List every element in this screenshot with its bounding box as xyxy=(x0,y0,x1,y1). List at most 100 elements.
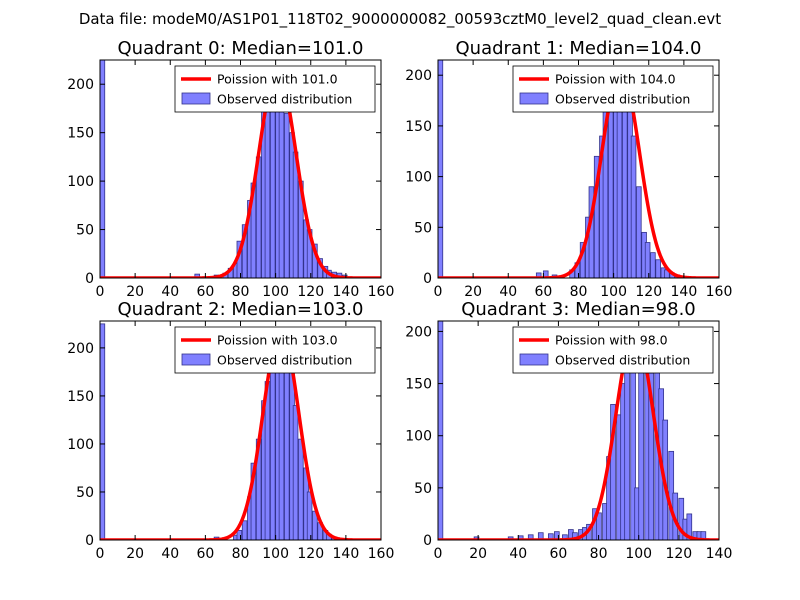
x-tick-label: 120 xyxy=(665,546,692,562)
x-tick-label: 0 xyxy=(434,284,443,300)
x-tick-label: 120 xyxy=(297,284,324,300)
x-tick-label: 140 xyxy=(333,284,360,300)
plot-area xyxy=(100,60,381,278)
subplot-title: Quadrant 1: Median=104.0 xyxy=(456,38,702,59)
x-tick-label: 20 xyxy=(469,546,487,562)
poisson-curve xyxy=(438,329,719,540)
y-tick-label: 50 xyxy=(414,481,432,497)
histogram-bar xyxy=(241,224,248,278)
histogram-bar xyxy=(593,155,600,278)
legend-label-observed: Observed distribution xyxy=(555,92,690,107)
x-tick-label: 20 xyxy=(464,284,482,300)
quadrant-0-subplot: 0 20 40 60 80 100 120 140 160 0 50 100 150 200 Quadran… xyxy=(67,38,394,300)
x-tick-label: 60 xyxy=(196,546,214,562)
legend: Poission with 104.0 Observed distribution xyxy=(512,65,714,113)
y-tick-label: 150 xyxy=(67,126,94,142)
histogram-bar xyxy=(269,357,276,540)
x-tick-label: 80 xyxy=(232,546,250,562)
legend-bar-swatch xyxy=(519,353,549,366)
subplot-title: Quadrant 2: Median=103.0 xyxy=(118,299,364,320)
legend-label-poisson: Poission with 98.0 xyxy=(555,333,668,348)
x-tick-label: 160 xyxy=(368,546,395,562)
histogram-bar xyxy=(284,112,290,278)
x-tick-label: 120 xyxy=(635,284,662,300)
axes-frame xyxy=(437,320,720,541)
figure-suptitle: Data file: modeM0/AS1P01_118T02_90000000… xyxy=(79,10,721,29)
histogram-bar xyxy=(650,252,656,278)
legend-bar-swatch xyxy=(181,92,211,105)
histogram-bar xyxy=(644,242,651,278)
x-tick-label: 60 xyxy=(196,284,214,300)
y-tick-label: 50 xyxy=(414,220,432,236)
histogram-bar xyxy=(284,352,290,540)
legend-label-poisson: Poission with 101.0 xyxy=(217,72,338,87)
y-tick-label: 0 xyxy=(85,533,94,549)
histogram-bar xyxy=(630,135,637,278)
legend-bar-swatch xyxy=(181,353,211,366)
histogram-bar xyxy=(100,323,106,540)
y-tick-label: 0 xyxy=(85,271,94,287)
y-tick-label: 0 xyxy=(423,271,432,287)
plot-area xyxy=(438,60,719,278)
x-tick-label: 120 xyxy=(297,546,324,562)
x-tick-label: 140 xyxy=(671,284,698,300)
x-tick-label: 40 xyxy=(509,546,527,562)
x-tick-label: 20 xyxy=(126,546,144,562)
x-tick-label: 100 xyxy=(600,284,627,300)
quadrant-3-subplot: 0 20 40 60 80 100 120 140 0 50 100 150 200 Quadrant 3… xyxy=(405,299,732,562)
legend: Poission with 101.0 Observed distribution xyxy=(174,65,376,113)
quadrant-2-subplot: 0 20 40 60 80 100 120 140 160 0 50 100 150 200 Quadran… xyxy=(67,299,394,562)
histogram-bar xyxy=(306,491,313,540)
quadrant-1-subplot: 0 20 40 60 80 100 120 140 160 0 50 100 150 200 Quadran… xyxy=(405,38,732,300)
x-tick-label: 80 xyxy=(590,546,608,562)
y-tick-label: 100 xyxy=(67,174,94,190)
histogram-bar xyxy=(250,462,257,540)
y-tick-label: 150 xyxy=(405,377,432,393)
x-tick-label: 40 xyxy=(161,284,179,300)
x-tick-label: 160 xyxy=(368,284,395,300)
histogram-bar xyxy=(100,60,106,278)
legend-label-observed: Observed distribution xyxy=(217,353,352,368)
histogram-bar xyxy=(236,529,243,540)
x-tick-label: 160 xyxy=(706,284,733,300)
y-tick-label: 0 xyxy=(423,533,432,549)
y-tick-label: 100 xyxy=(405,429,432,445)
histogram-bar xyxy=(292,405,299,540)
subplot-title: Quadrant 3: Median=98.0 xyxy=(461,299,696,320)
legend-label-poisson: Poission with 103.0 xyxy=(217,333,338,348)
x-tick-label: 100 xyxy=(262,546,289,562)
histogram-bar xyxy=(298,438,304,540)
x-tick-label: 0 xyxy=(434,546,443,562)
legend-label-poisson: Poission with 104.0 xyxy=(555,72,676,87)
histogram-bar xyxy=(438,60,444,278)
poisson-curve xyxy=(438,68,719,278)
subplot-grid: 0 20 40 60 80 100 120 140 160050100150200Quadran… xyxy=(67,38,732,562)
legend-label-observed: Observed distribution xyxy=(217,92,352,107)
y-tick-label: 50 xyxy=(76,223,94,239)
x-tick-label: 100 xyxy=(262,284,289,300)
histogram-bar xyxy=(624,364,630,540)
x-tick-label: 100 xyxy=(625,546,652,562)
x-tick-label: 60 xyxy=(534,284,552,300)
y-tick-label: 200 xyxy=(405,324,432,340)
histogram-bar xyxy=(607,95,614,278)
legend-label-observed: Observed distribution xyxy=(555,353,690,368)
histogram-bar xyxy=(610,404,616,540)
x-tick-label: 20 xyxy=(126,284,144,300)
x-tick-label: 40 xyxy=(161,546,179,562)
legend: Poission with 98.0 Observed distribution xyxy=(512,326,714,374)
histogram-bar xyxy=(278,347,285,540)
legend-bar-swatch xyxy=(519,92,549,105)
histogram-bar xyxy=(596,512,602,540)
y-tick-label: 200 xyxy=(405,68,432,84)
y-tick-label: 150 xyxy=(67,389,94,405)
poisson-curve xyxy=(100,69,381,278)
histogram-bar xyxy=(241,520,248,540)
y-tick-label: 100 xyxy=(405,170,432,186)
legend: Poission with 103.0 Observed distribution xyxy=(174,326,376,374)
y-tick-label: 50 xyxy=(76,485,94,501)
histogram-bar xyxy=(636,186,642,278)
x-tick-label: 60 xyxy=(550,546,568,562)
x-tick-label: 80 xyxy=(232,284,250,300)
